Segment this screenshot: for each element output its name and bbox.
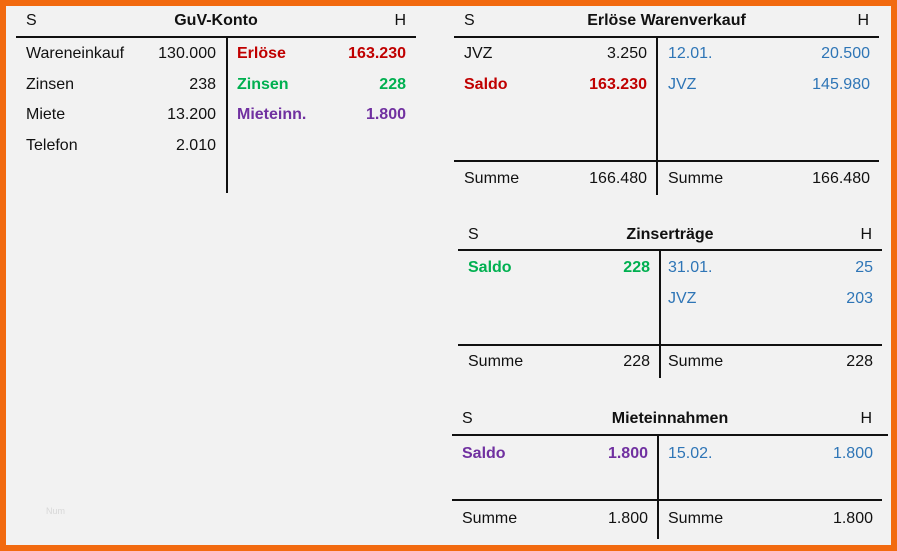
header-rule bbox=[452, 434, 888, 436]
credit-value: 145.980 bbox=[812, 76, 870, 93]
watermark-text: Num bbox=[46, 506, 66, 516]
credit-value: 20.500 bbox=[821, 45, 870, 62]
sum-label: Summe bbox=[468, 353, 524, 370]
account-title: Erlöse Warenverkauf bbox=[587, 12, 746, 29]
debit-label: JVZ bbox=[464, 45, 493, 62]
debit-value: 163.230 bbox=[589, 76, 647, 93]
t-account-divider bbox=[656, 38, 658, 195]
erloese-warenverkauf-account: S Erlöse Warenverkauf H JVZ 3.250 Saldo … bbox=[454, 9, 879, 195]
zinsertraege-account: S Zinserträge H Saldo 228 31.01. 25 JVZ … bbox=[458, 223, 882, 378]
soll-label: S bbox=[462, 410, 473, 427]
guv-konto-account: S GuV-Konto H Wareneinkauf 130.000 Zinse… bbox=[16, 9, 416, 194]
sum-value: 1.800 bbox=[607, 510, 648, 527]
haben-label: H bbox=[860, 226, 872, 243]
credit-value: 163.230 bbox=[348, 45, 406, 62]
credit-label: Mieteinn. bbox=[237, 106, 307, 123]
debit-label: Wareneinkauf bbox=[26, 45, 125, 62]
debit-label: Saldo bbox=[468, 259, 512, 276]
debit-value: 1.800 bbox=[607, 445, 648, 462]
sum-label: Summe bbox=[464, 170, 520, 187]
sum-rule bbox=[452, 499, 882, 501]
sum-rule bbox=[454, 160, 879, 162]
credit-value: 1.800 bbox=[832, 445, 873, 462]
debit-label: Saldo bbox=[462, 445, 506, 462]
credit-label: JVZ bbox=[668, 76, 697, 93]
t-account-divider bbox=[659, 251, 661, 378]
soll-label: S bbox=[468, 226, 479, 243]
t-account-divider bbox=[226, 38, 228, 193]
sum-value: 166.480 bbox=[589, 170, 647, 187]
credit-label: Erlöse bbox=[237, 45, 286, 62]
miete-header: S Mieteinnahmen H bbox=[452, 407, 888, 431]
account-title: GuV-Konto bbox=[174, 12, 258, 29]
credit-value: 1.800 bbox=[365, 106, 406, 123]
credit-label: Zinsen bbox=[237, 76, 289, 93]
haben-label: H bbox=[394, 12, 406, 29]
credit-value: 25 bbox=[855, 259, 873, 276]
sum-label: Summe bbox=[668, 510, 724, 527]
account-title: Mieteinnahmen bbox=[611, 410, 729, 427]
t-account-divider bbox=[657, 436, 659, 539]
header-rule bbox=[16, 36, 416, 38]
soll-label: S bbox=[464, 12, 475, 29]
credit-label: 12.01. bbox=[668, 45, 713, 62]
credit-label: JVZ bbox=[668, 290, 697, 307]
debit-value: 2.010 bbox=[175, 137, 216, 154]
sum-value: 166.480 bbox=[812, 170, 870, 187]
debit-value: 13.200 bbox=[167, 106, 216, 123]
haben-label: H bbox=[857, 12, 869, 29]
credit-label: 31.01. bbox=[668, 259, 713, 276]
sum-rule bbox=[458, 344, 882, 346]
debit-label: Zinsen bbox=[26, 76, 75, 93]
soll-label: S bbox=[26, 12, 37, 29]
debit-value: 130.000 bbox=[158, 45, 216, 62]
haben-label: H bbox=[860, 410, 872, 427]
zins-header: S Zinserträge H bbox=[458, 223, 882, 247]
debit-label: Saldo bbox=[464, 76, 508, 93]
sum-value: 228 bbox=[623, 353, 650, 370]
credit-label: 15.02. bbox=[668, 445, 713, 462]
mieteinnahmen-account: S Mieteinnahmen H Saldo 1.800 15.02. 1.8… bbox=[452, 407, 888, 539]
debit-label: Miete bbox=[26, 106, 66, 123]
guv-header: S GuV-Konto H bbox=[16, 9, 416, 33]
sum-value: 1.800 bbox=[832, 510, 873, 527]
erloese-header: S Erlöse Warenverkauf H bbox=[454, 9, 879, 33]
account-title: Zinserträge bbox=[626, 226, 714, 243]
credit-value: 228 bbox=[379, 76, 406, 93]
sum-label: Summe bbox=[668, 170, 724, 187]
sum-label: Summe bbox=[668, 353, 724, 370]
header-rule bbox=[458, 249, 882, 251]
debit-value: 238 bbox=[189, 76, 216, 93]
header-rule bbox=[454, 36, 879, 38]
sum-value: 228 bbox=[846, 353, 873, 370]
debit-value: 228 bbox=[623, 259, 650, 276]
debit-label: Telefon bbox=[26, 137, 78, 154]
credit-value: 203 bbox=[846, 290, 873, 307]
debit-value: 3.250 bbox=[606, 45, 647, 62]
sum-label: Summe bbox=[462, 510, 518, 527]
